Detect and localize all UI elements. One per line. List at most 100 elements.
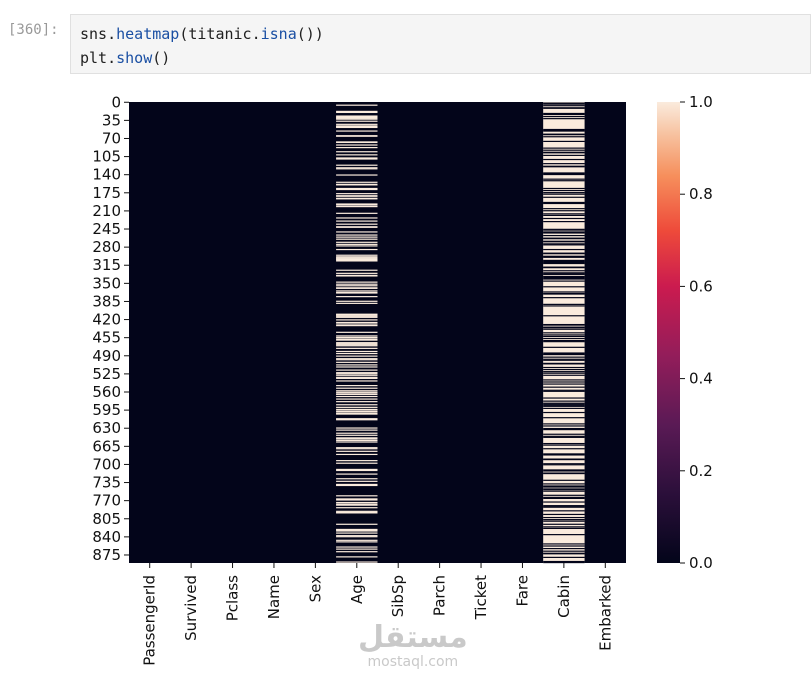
y-tick-label: 665	[92, 437, 121, 455]
heatmap-cell-cabin-present	[543, 273, 585, 275]
heatmap-cell-age-missing	[336, 460, 378, 462]
heatmap-cell-cabin-present	[543, 464, 585, 466]
y-tick-label: 245	[92, 220, 121, 238]
heatmap-cell-cabin-present	[543, 425, 585, 427]
y-tick-label: 175	[92, 184, 121, 202]
x-tick-label: Cabin	[555, 575, 573, 618]
heatmap-cell-cabin-present	[543, 193, 585, 195]
y-tick-label: 490	[92, 347, 121, 365]
code-token: sns.	[80, 25, 117, 43]
heatmap-cell-cabin-present	[543, 372, 585, 374]
code-function: heatmap	[116, 25, 180, 43]
heatmap-cell-age-missing	[336, 342, 378, 344]
heatmap-cell-cabin-present	[543, 379, 585, 381]
heatmap-cell-cabin-present	[543, 371, 585, 373]
heatmap-cell-age-missing	[336, 130, 378, 132]
heatmap-cell-cabin-present	[543, 286, 585, 288]
heatmap-cell-age-missing	[336, 193, 378, 195]
heatmap-cell-age-missing	[336, 541, 378, 543]
heatmap-cell-age-missing	[336, 468, 378, 471]
heatmap-cell-age-missing	[336, 300, 378, 302]
heatmap-cell-cabin-present	[543, 196, 585, 198]
heatmap-cell-age-missing	[336, 406, 378, 408]
heatmap-cell-age-missing	[336, 321, 378, 324]
heatmap-cell-age-missing	[336, 238, 378, 240]
heatmap-cell-cabin-present	[543, 278, 585, 280]
heatmap-cell-age-missing	[336, 361, 378, 363]
heatmap-cell-age-missing	[336, 352, 378, 355]
heatmap-cell-cabin-present	[543, 305, 585, 307]
heatmap-cell-cabin-present	[543, 147, 585, 149]
heatmap-cell-age-missing	[336, 168, 378, 170]
heatmap-cell-cabin-present	[543, 352, 585, 354]
heatmap-cell-cabin-present	[543, 297, 585, 299]
y-tick-label: 315	[92, 256, 121, 274]
heatmap-cell-age-missing	[336, 347, 378, 349]
heatmap-cell-age-missing	[336, 287, 378, 289]
heatmap-cell-age-missing	[336, 285, 378, 287]
watermark-logo: مستقل mostaql.com	[358, 620, 468, 671]
heatmap-cell-age-missing	[336, 339, 378, 341]
heatmap-cell-age-missing	[336, 184, 378, 186]
heatmap-cell-cabin-present	[543, 291, 585, 293]
code-function: show	[116, 49, 153, 67]
heatmap-cell-age-missing	[336, 147, 378, 149]
code-token: ())	[296, 25, 324, 43]
heatmap-cell-cabin-present	[543, 513, 585, 516]
heatmap-cell-cabin-present	[543, 545, 585, 547]
heatmap-cell-cabin-present	[543, 383, 585, 385]
heatmap-cell-age-missing	[336, 115, 378, 117]
code-cell[interactable]	[70, 14, 811, 74]
heatmap-cell-cabin-present	[543, 534, 585, 536]
heatmap-cell-age-missing	[336, 546, 378, 548]
heatmap-cell-cabin-present	[543, 173, 585, 176]
heatmap-cell-cabin-present	[543, 442, 585, 445]
heatmap-cell-age-missing	[336, 358, 378, 360]
code-token: ()	[152, 49, 171, 67]
heatmap-cell-age-missing	[336, 395, 378, 398]
heatmap-cell-age-missing	[336, 478, 378, 480]
heatmap-cell-age-missing	[336, 323, 378, 325]
heatmap-cell-age-missing	[336, 427, 378, 429]
heatmap-cell-age-missing	[336, 413, 378, 415]
heatmap-cell-cabin-present	[543, 526, 585, 528]
heatmap-cell-age-missing	[336, 281, 378, 283]
y-tick-label: 595	[92, 401, 121, 419]
heatmap-cell-age-missing	[336, 245, 378, 247]
heatmap-cell-cabin-present	[543, 293, 585, 295]
heatmap-cell-cabin-present	[543, 346, 585, 348]
heatmap-cell-cabin-present	[543, 485, 585, 488]
heatmap-cell-cabin-present	[543, 210, 585, 212]
code-editor[interactable]: sns.heatmap(titanic.isna()) plt.show()	[80, 22, 324, 70]
heatmap-cell-age-missing	[336, 344, 378, 346]
heatmap-cell-age-missing	[336, 257, 378, 259]
heatmap-cell-cabin-present	[543, 505, 585, 507]
y-tick-label: 385	[92, 292, 121, 310]
heatmap-cell-cabin-present	[543, 479, 585, 481]
heatmap-cell-age-missing	[336, 366, 378, 368]
heatmap-cell-age-missing	[336, 561, 378, 563]
heatmap-cell-cabin-present	[543, 228, 585, 230]
heatmap-cell-age-missing	[336, 302, 378, 304]
heatmap-cell-age-missing	[336, 331, 378, 333]
heatmap-cell-cabin-present	[543, 172, 585, 175]
heatmap-cell-age-missing	[336, 141, 378, 144]
x-tick-label: Pclass	[224, 575, 242, 621]
heatmap-cell-age-missing	[336, 411, 378, 413]
heatmap-cell-cabin-present	[543, 149, 585, 151]
y-tick-label: 350	[92, 274, 121, 292]
heatmap-cell-cabin-present	[543, 487, 585, 489]
x-tick-label: SibSp	[389, 575, 407, 617]
heatmap-cell-cabin-present	[543, 178, 585, 180]
colorbar	[657, 102, 680, 563]
heatmap-cell-cabin-present	[543, 519, 585, 521]
heatmap-cell-age-missing	[336, 499, 378, 501]
heatmap-cell-cabin-present	[543, 560, 585, 563]
heatmap-cell-age-missing	[336, 204, 378, 206]
heatmap-cell-age-missing	[336, 188, 378, 191]
heatmap-cell-cabin-present	[543, 163, 585, 165]
heatmap-cell-age-missing	[336, 432, 378, 434]
y-tick-label: 560	[92, 383, 121, 401]
y-tick-label: 700	[92, 455, 121, 473]
heatmap-cell-cabin-present	[543, 232, 585, 234]
